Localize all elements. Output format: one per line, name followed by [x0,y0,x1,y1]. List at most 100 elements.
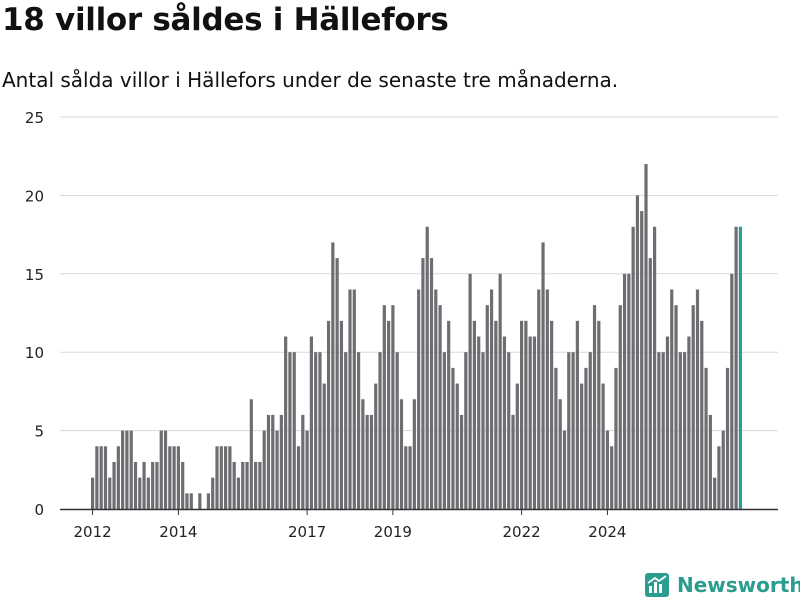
bar [730,273,734,509]
x-tick-label: 2022 [503,523,541,541]
bar [241,461,245,509]
bar [601,383,605,509]
y-axis-tick-labels: 0 5 10 15 20 25 [25,109,44,519]
newsworthy-logo[interactable]: Newsworthy [645,570,800,600]
bar [674,305,678,509]
bar [417,289,421,509]
bar [670,289,674,509]
bar [477,336,481,509]
bar [219,446,223,509]
bar [356,352,361,509]
x-axis: 2012 2014 2017 2019 2022 2024 [60,508,778,541]
bar [223,446,228,509]
bar [588,352,592,509]
bar [442,352,446,509]
bar [249,399,253,509]
chart-title: 18 villor såldes i Hällefors [2,2,449,38]
bar [133,461,138,509]
bar [485,305,489,509]
data-labels: 18 [734,0,756,5]
bar [318,352,322,509]
chart-subtitle: Antal sålda villor i Hällefors under de … [2,68,619,92]
bar [146,477,150,509]
bar [468,273,472,509]
bar [528,336,532,509]
bar [592,305,597,509]
bar [408,446,412,509]
bar [652,226,657,509]
bar [648,258,652,509]
bar [421,258,425,509]
bar [326,320,331,509]
bar [189,493,193,509]
bar [176,446,180,509]
bar [704,367,708,509]
bar [562,430,567,509]
bar [610,446,614,509]
bar [567,352,571,509]
bar [558,399,562,509]
x-tick-label: 2019 [374,523,412,541]
bar [665,336,670,509]
bar [236,477,241,509]
bar [159,430,163,509]
bar [378,352,382,509]
bar [322,383,326,509]
bar [129,430,133,509]
bar [361,399,365,509]
bar [451,367,455,509]
bar [614,367,618,509]
bar [181,461,185,509]
bar [125,430,129,509]
bar [550,320,554,509]
bar [369,414,374,509]
bar [404,446,408,509]
bar [459,414,464,509]
bar [387,320,391,509]
bar [515,383,519,509]
bar [554,367,558,509]
bar [309,336,313,509]
bar [687,336,691,509]
bar [296,446,301,509]
bar [314,352,318,509]
y-tick-label: 0 [34,501,44,519]
bar [163,430,168,509]
bar [103,446,108,509]
bar [695,289,700,509]
bar [266,414,271,509]
bar [498,273,502,509]
bar [532,336,537,509]
bar [425,226,429,509]
x-tick-label: 2024 [588,523,626,541]
y-tick-label: 25 [25,109,44,127]
bar [284,336,288,509]
bar [447,320,451,509]
y-tick-label: 20 [25,187,44,205]
bar [734,226,738,509]
bar [683,352,687,509]
bar [211,477,215,509]
bar [91,477,95,509]
x-tick-label: 2017 [288,523,326,541]
bar [138,477,142,509]
bar [580,383,584,509]
bar [339,320,344,509]
bar [545,289,549,509]
bar [365,414,369,509]
bar [374,383,378,509]
bars [91,164,742,510]
bar [335,258,339,509]
bar [271,414,275,509]
bar [121,430,125,509]
bar [511,414,515,509]
y-tick-label: 15 [25,266,44,284]
bar [571,352,575,509]
bar [622,273,627,509]
bar [116,446,120,509]
bar [507,352,511,509]
bar [644,164,648,510]
bar [262,430,266,509]
bar [172,446,176,509]
